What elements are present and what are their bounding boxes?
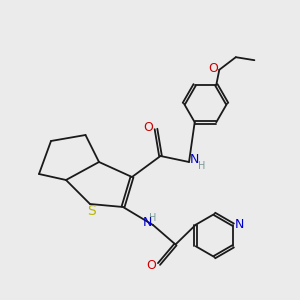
Text: O: O	[147, 259, 156, 272]
Text: O: O	[144, 121, 153, 134]
Text: H: H	[149, 213, 157, 224]
Text: N: N	[190, 152, 199, 166]
Text: N: N	[143, 216, 152, 230]
Text: N: N	[235, 218, 244, 231]
Text: S: S	[87, 204, 96, 218]
Text: H: H	[198, 160, 205, 171]
Text: O: O	[208, 62, 218, 75]
